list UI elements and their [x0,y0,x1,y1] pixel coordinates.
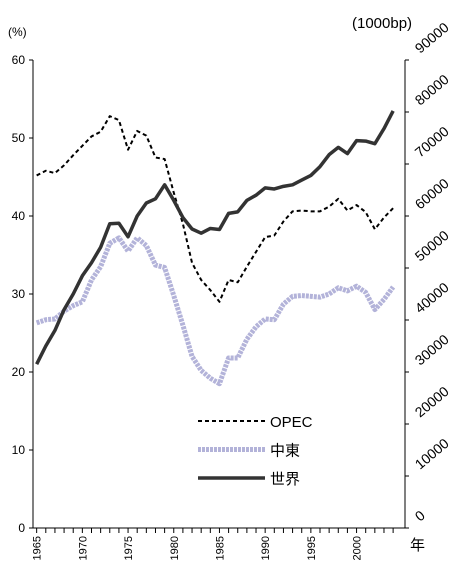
y-tick-label: 20 [12,365,26,379]
y2-tick-label: 30000 [412,331,452,368]
y-tick-label: 30 [12,287,26,301]
legend-label: 世界 [270,471,300,488]
x-tick-label: 2000 [352,536,364,560]
series-line [35,110,395,365]
y2-tick-label: 10000 [412,435,452,472]
legend-label: OPEC [270,414,313,431]
y2-tick-label: 80000 [412,71,452,108]
y2-tick-label: 0 [412,507,428,524]
x-tick-label: 1985 [214,536,226,560]
series-line [36,115,394,303]
x-tick-label: 1980 [169,536,181,560]
y2-tick-label: 90000 [412,19,452,56]
y-tick-label: 40 [12,209,26,223]
y-axis-label: (%) [8,25,27,39]
series-line [35,235,396,387]
x-tick-label: 1975 [123,536,135,560]
y2-tick-label: 70000 [412,123,452,160]
y-tick-label: 0 [18,521,25,535]
x-tick-label: 1970 [77,536,89,560]
y-tick-label: 10 [12,443,26,457]
y-tick-label: 60 [12,53,26,67]
legend-label: 中東 [270,443,300,460]
y2-tick-label: 20000 [412,383,452,420]
y2-axis-label: (1000bp) [352,15,412,32]
y2-tick-label: 60000 [412,175,452,212]
x-tick-label: 1990 [260,536,272,560]
x-tick-label: 1995 [306,536,318,560]
x-tick-label: 1965 [32,536,44,560]
x-axis-label: 年 [410,537,425,554]
y2-tick-label: 50000 [412,227,452,264]
y2-tick-label: 40000 [412,279,452,316]
y-tick-label: 50 [12,131,26,145]
